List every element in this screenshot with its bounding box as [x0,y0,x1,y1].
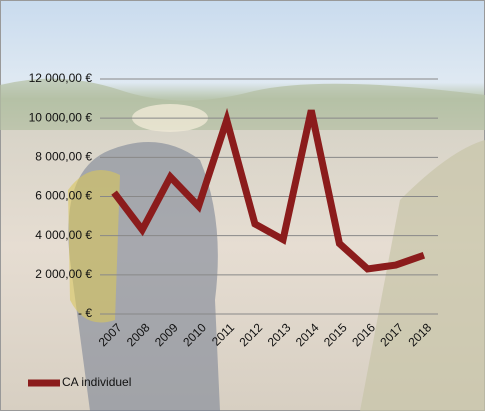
grass [360,140,485,411]
y-tick-label: 10 000,00 € [29,110,93,124]
y-tick-label: 8 000,00 € [35,150,92,164]
y-tick-label: 12 000,00 € [29,71,93,85]
line [111,107,426,273]
backpack [68,170,120,323]
y-tick-label: 6 000,00 € [35,189,92,203]
y-tick-label: 4 000,00 € [35,228,92,242]
y-tick-label: - € [78,306,92,320]
y-tick-label: 2 000,00 € [35,267,92,281]
trees [0,78,485,130]
legend-label: CA individuel [62,375,131,389]
